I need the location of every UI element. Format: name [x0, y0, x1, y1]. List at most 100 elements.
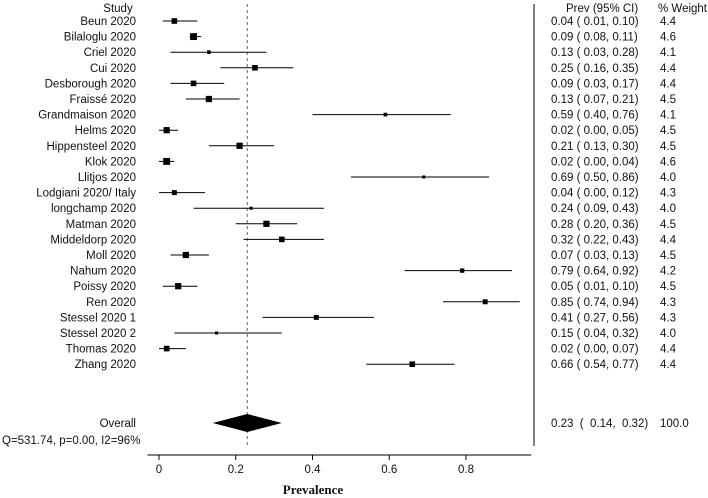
study-row: Matman 2020 0.28 ( 0.20, 0.36) 4.5 — [66, 219, 676, 231]
study-rows: Beun 2020 0.04 ( 0.01, 0.10) 4.4 Bilaloglu … — [36, 16, 676, 371]
study-label: Llitjos 2020 — [78, 172, 136, 184]
study-ci: 0.28 ( 0.20, 0.36) — [551, 219, 639, 231]
study-ci: 0.09 ( 0.03, 0.17) — [551, 78, 639, 90]
study-weight: 4.3 — [660, 188, 676, 200]
overall-diamond — [212, 414, 282, 432]
study-label: Ren 2020 — [86, 297, 136, 309]
study-ci: 0.09 ( 0.08, 0.11) — [551, 32, 638, 44]
point-estimate — [171, 190, 177, 196]
study-weight: 4.6 — [660, 156, 676, 168]
study-weight: 4.4 — [660, 359, 677, 371]
study-row: Beun 2020 0.04 ( 0.01, 0.10) 4.4 — [80, 16, 676, 28]
point-estimate — [175, 283, 182, 290]
study-weight: 4.4 — [660, 78, 677, 90]
study-ci: 0.02 ( 0.00, 0.07) — [551, 344, 639, 356]
study-ci: 0.25 ( 0.16, 0.35) — [551, 63, 639, 75]
study-weight: 4.1 — [660, 47, 676, 59]
point-estimate — [171, 18, 178, 24]
point-estimate — [422, 175, 426, 179]
study-row: Lodgiani 2020/ Italy 0.04 ( 0.00, 0.12) 4.… — [36, 188, 676, 200]
study-row: Zhang 2020 0.66 ( 0.54, 0.77) 4.4 — [75, 359, 677, 371]
study-ci: 0.59 ( 0.40, 0.76) — [551, 110, 639, 122]
point-estimate — [207, 50, 211, 55]
point-estimate — [482, 299, 488, 305]
study-ci: 0.41 ( 0.27, 0.56) — [551, 312, 639, 324]
study-row: Moll 2020 0.07 ( 0.03, 0.13) 4.5 — [86, 250, 676, 262]
point-estimate — [460, 268, 465, 273]
header-weight: % Weight — [658, 3, 708, 15]
study-row: Criel 2020 0.13 ( 0.03, 0.28) 4.1 — [84, 47, 676, 59]
study-weight: 4.4 — [660, 63, 677, 75]
heterogeneity-stats: Q=531.74, p=0.00, I2=96% — [2, 435, 140, 447]
x-tick-label: 0.6 — [381, 464, 397, 476]
study-ci: 0.32 ( 0.22, 0.43) — [551, 234, 639, 246]
point-estimate — [263, 220, 270, 227]
x-tick-label: 0 — [156, 464, 162, 476]
study-ci: 0.07 ( 0.03, 0.13) — [551, 250, 639, 262]
study-weight: 4.5 — [660, 250, 676, 262]
overall-weight: 100.0 — [660, 418, 689, 430]
study-label: Zhang 2020 — [75, 359, 136, 371]
study-row: Hippensteel 2020 0.21 ( 0.13, 0.30) 4.5 — [46, 141, 676, 153]
study-row: Stessel 2020 2 0.15 ( 0.04, 0.32) 4.0 — [60, 328, 676, 340]
study-ci: 0.15 ( 0.04, 0.32) — [551, 328, 639, 340]
x-tick-label: 0.4 — [305, 464, 322, 476]
study-label: Beun 2020 — [80, 16, 136, 28]
study-row: Fraissé 2020 0.13 ( 0.07, 0.21) 4.5 — [70, 94, 676, 106]
study-ci: 0.24 ( 0.09, 0.43) — [551, 203, 639, 215]
point-estimate — [205, 95, 213, 103]
study-ci: 0.21 ( 0.13, 0.30) — [551, 141, 639, 153]
x-axis-title: Prevalence — [283, 482, 344, 497]
study-label: Hippensteel 2020 — [46, 141, 136, 153]
study-ci: 0.69 ( 0.50, 0.86) — [551, 172, 639, 184]
overall-row: Overall 0.23 ( 0.14, 0.32) 100.0 — [100, 414, 689, 432]
study-label: Desborough 2020 — [45, 78, 136, 90]
study-label: Bilaloglu 2020 — [64, 32, 136, 44]
study-label: Middeldorp 2020 — [50, 234, 136, 246]
study-weight: 4.4 — [660, 344, 677, 356]
point-estimate — [409, 361, 416, 367]
study-weight: 4.3 — [660, 297, 676, 309]
x-axis-ticks: 0 0.2 0.4 0.6 0.8 — [156, 455, 474, 476]
study-weight: 4.0 — [660, 203, 676, 215]
point-estimate — [182, 251, 189, 259]
point-estimate — [190, 33, 197, 41]
point-estimate — [383, 112, 388, 117]
study-row: Cui 2020 0.25 ( 0.16, 0.35) 4.4 — [90, 63, 677, 75]
study-label: Grandmaison 2020 — [38, 110, 136, 122]
point-estimate — [190, 80, 197, 87]
study-label: Helms 2020 — [75, 125, 136, 137]
study-label: Stessel 2020 2 — [60, 328, 136, 340]
point-estimate — [236, 142, 243, 149]
study-weight: 4.5 — [660, 94, 676, 106]
study-label: Klok 2020 — [85, 156, 136, 168]
study-label: Moll 2020 — [86, 250, 136, 262]
study-weight: 4.0 — [660, 328, 676, 340]
x-tick-label: 0.2 — [228, 464, 244, 476]
study-row: Ren 2020 0.85 ( 0.74, 0.94) 4.3 — [86, 297, 676, 309]
study-ci: 0.02 ( 0.00, 0.04) — [551, 156, 639, 168]
study-weight: 4.0 — [660, 172, 676, 184]
study-weight: 4.6 — [660, 32, 676, 44]
overall-ci: 0.23 ( 0.14, 0.32) — [551, 418, 648, 430]
point-estimate — [163, 345, 170, 352]
study-label: Lodgiani 2020/ Italy — [36, 188, 136, 200]
study-label: Stessel 2020 1 — [60, 312, 136, 324]
study-row: Thomas 2020 0.02 ( 0.00, 0.07) 4.4 — [66, 344, 677, 356]
study-weight: 4.4 — [660, 16, 677, 28]
study-row: Desborough 2020 0.09 ( 0.03, 0.17) 4.4 — [45, 78, 677, 90]
study-row: Stessel 2020 1 0.41 ( 0.27, 0.56) 4.3 — [60, 312, 676, 324]
study-row: Klok 2020 0.02 ( 0.00, 0.04) 4.6 — [85, 156, 676, 168]
point-estimate — [163, 157, 171, 165]
point-estimate — [252, 65, 258, 71]
study-row: Middeldorp 2020 0.32 ( 0.22, 0.43) 4.4 — [50, 234, 676, 246]
x-tick-label: 0.8 — [458, 464, 474, 476]
study-label: longchamp 2020 — [51, 203, 136, 215]
study-ci: 0.79 ( 0.64, 0.92) — [551, 266, 639, 278]
study-ci: 0.04 ( 0.01, 0.10) — [551, 16, 639, 28]
study-row: Llitjos 2020 0.69 ( 0.50, 0.86) 4.0 — [78, 172, 676, 184]
study-row: Nahum 2020 0.79 ( 0.64, 0.92) 4.2 — [70, 266, 676, 278]
study-weight: 4.5 — [660, 125, 676, 137]
study-label: Cui 2020 — [90, 63, 136, 75]
study-ci: 0.13 ( 0.07, 0.21) — [551, 94, 639, 106]
